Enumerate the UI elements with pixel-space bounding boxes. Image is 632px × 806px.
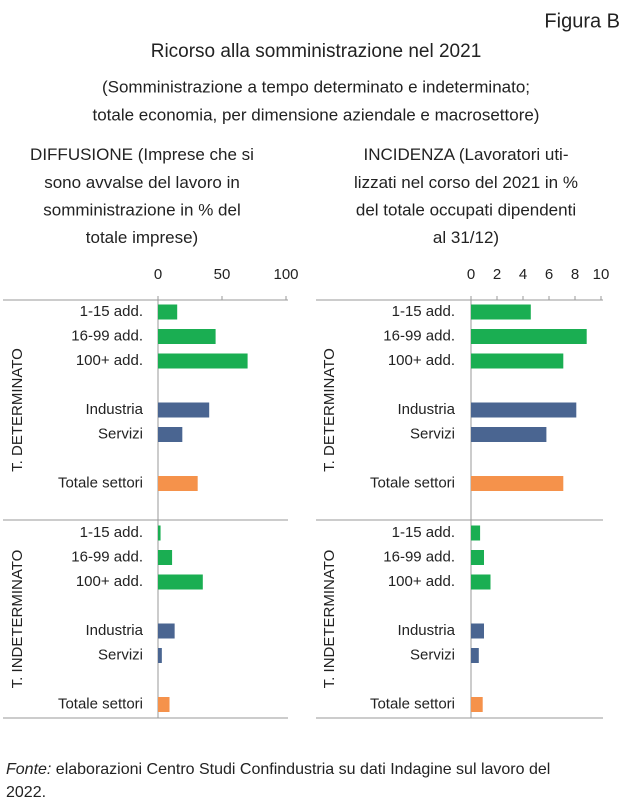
panel-title-text: (Imprese che si [133, 145, 254, 164]
figure-label: Figura B [544, 10, 620, 32]
bar [471, 648, 479, 663]
bar [471, 525, 481, 541]
subtitle: totale economia, per dimensione aziendal… [93, 105, 540, 124]
footer: 2022. [6, 784, 46, 801]
panel-title-keyword: DIFFUSIONE [30, 145, 133, 164]
panel-title: sono avvalse del lavoro in [44, 173, 240, 192]
bar [158, 648, 162, 663]
bar [158, 427, 183, 442]
chart-title: Ricorso alla somministrazione nel 2021 [151, 41, 482, 62]
x-tick-label: 50 [214, 266, 231, 283]
bar [471, 697, 483, 712]
category-label: Totale settori [370, 695, 455, 712]
bar [471, 304, 531, 320]
category-label: 16-99 add. [383, 548, 455, 565]
category-label: Industria [397, 401, 455, 418]
bar [471, 550, 484, 565]
panel-title-text: (Lavoratori uti- [454, 145, 568, 164]
x-tick-label: 4 [519, 266, 527, 283]
bar [471, 623, 484, 639]
bar [158, 550, 173, 565]
category-label: Servizi [410, 425, 455, 442]
source-label: Fonte: [6, 761, 51, 778]
footer: Fonte: elaborazioni Centro Studi Confind… [6, 761, 550, 778]
panel-title-keyword: INCIDENZA [363, 145, 455, 164]
bar [158, 353, 248, 369]
bar [158, 476, 198, 491]
subtitle: (Somministrazione a tempo determinato e … [102, 77, 530, 96]
group-label: T. INDETERMINATO [9, 550, 26, 689]
bar [158, 623, 175, 639]
category-label: Industria [397, 622, 455, 639]
x-tick-label: 10 [593, 266, 610, 283]
bar [158, 697, 170, 712]
source-text: elaborazioni Centro Studi Confindustria … [51, 761, 550, 778]
category-label: Totale settori [370, 474, 455, 491]
bar [158, 525, 161, 541]
x-tick-label: 0 [154, 266, 162, 283]
category-label: Totale settori [58, 695, 143, 712]
x-tick-label: 100 [273, 266, 298, 283]
category-label: Industria [85, 622, 143, 639]
panel-title: somministrazione in % del [43, 200, 240, 219]
x-tick-label: 2 [493, 266, 501, 283]
panel-title: lizzati nel corso del 2021 in % [354, 173, 578, 192]
category-label: Industria [85, 401, 143, 418]
x-tick-label: 0 [467, 266, 475, 283]
category-label: 1-15 add. [80, 303, 143, 320]
category-label: 16-99 add. [71, 548, 143, 565]
group-label: T. DETERMINATO [9, 348, 26, 472]
bar [158, 402, 210, 418]
category-label: 1-15 add. [392, 524, 455, 541]
category-label: 100+ add. [76, 573, 143, 590]
panel-title: totale imprese) [86, 228, 198, 247]
panel-title: del totale occupati dipendenti [356, 200, 576, 219]
bar [471, 427, 547, 442]
category-label: Servizi [410, 646, 455, 663]
x-tick-label: 8 [571, 266, 579, 283]
category-label: 100+ add. [388, 573, 455, 590]
bar [158, 304, 178, 320]
category-label: 1-15 add. [392, 303, 455, 320]
panel-title: INCIDENZA (Lavoratori uti- [363, 145, 568, 164]
panel-title: DIFFUSIONE (Imprese che si [30, 145, 254, 164]
category-label: 100+ add. [76, 352, 143, 369]
bar [471, 329, 587, 344]
bar [471, 353, 564, 369]
group-label: T. INDETERMINATO [321, 550, 338, 689]
panel-title: al 31/12) [433, 228, 499, 247]
x-tick-label: 6 [545, 266, 553, 283]
bar [471, 402, 577, 418]
category-label: Servizi [98, 425, 143, 442]
category-label: Servizi [98, 646, 143, 663]
category-label: 16-99 add. [71, 327, 143, 344]
category-label: Totale settori [58, 474, 143, 491]
category-label: 1-15 add. [80, 524, 143, 541]
bar [158, 574, 203, 590]
bar [471, 574, 491, 590]
bar [158, 329, 216, 344]
category-label: 16-99 add. [383, 327, 455, 344]
group-label: T. DETERMINATO [321, 348, 338, 472]
bar [471, 476, 564, 491]
category-label: 100+ add. [388, 352, 455, 369]
